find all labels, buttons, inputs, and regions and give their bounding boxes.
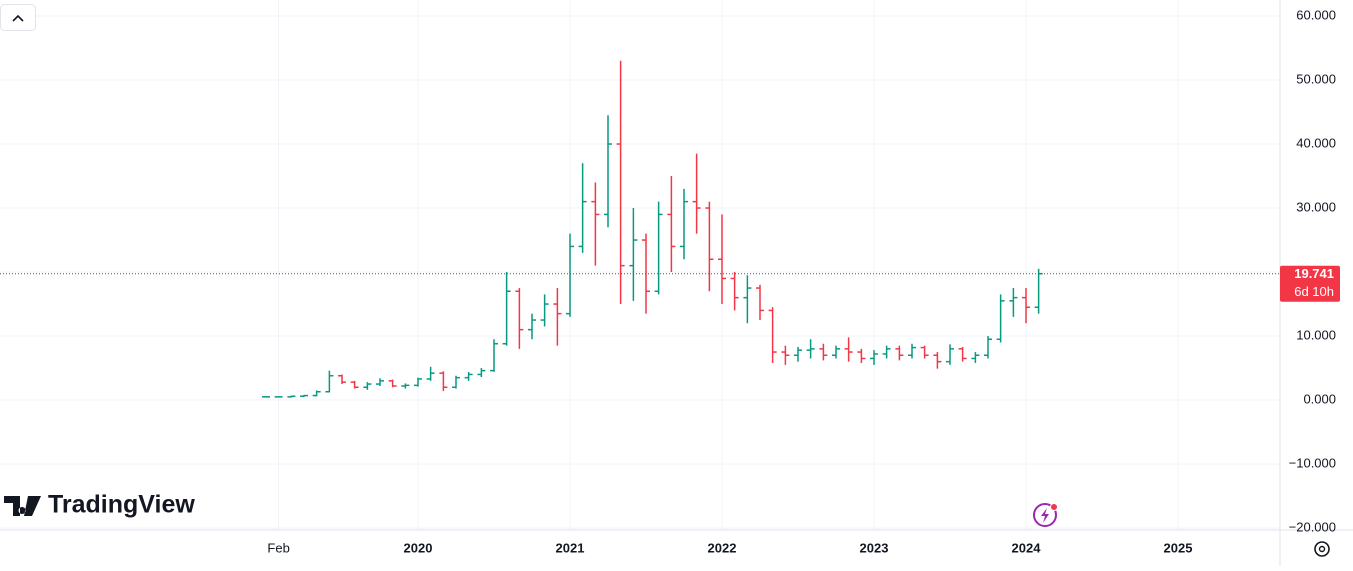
gear-outer[interactable] <box>1314 541 1330 557</box>
y-tick-label: 0.000 <box>1303 391 1336 406</box>
settings-button[interactable] <box>1314 541 1330 557</box>
countdown-label: 6d 10h <box>1294 284 1334 299</box>
flash-ring[interactable] <box>1033 503 1057 527</box>
x-tick-label: 2020 <box>404 540 433 555</box>
bars <box>262 60 1043 398</box>
collapse-button[interactable] <box>0 4 36 31</box>
logo-text: TradingView <box>48 491 195 519</box>
button-frame[interactable] <box>0 4 36 31</box>
logo-icon <box>4 496 41 516</box>
last-price-box <box>1280 265 1340 302</box>
x-tick-label: 2023 <box>860 540 889 555</box>
y-tick-label: 10.000 <box>1296 327 1336 342</box>
caret-icon <box>12 14 24 22</box>
y-tick-label: 50.000 <box>1296 71 1336 86</box>
flash-icon[interactable] <box>1033 503 1058 527</box>
x-tick-label: Feb <box>267 540 289 555</box>
y-tick-label: −20.000 <box>1289 520 1336 535</box>
x-tick-label: 2021 <box>556 540 585 555</box>
x-tick-label: 2024 <box>1012 540 1042 555</box>
last-price-label: 19.741 <box>1294 266 1334 281</box>
logo: TradingView <box>4 491 195 519</box>
grid <box>0 0 1280 530</box>
y-tick-label: 30.000 <box>1296 199 1336 214</box>
gear-inner <box>1318 545 1326 553</box>
flash-bolt <box>1041 508 1049 523</box>
flash-dot <box>1050 503 1058 511</box>
x-tick-label: 2025 <box>1164 540 1193 555</box>
y-tick-label: 60.000 <box>1296 7 1336 22</box>
y-tick-label: −10.000 <box>1289 456 1336 471</box>
x-tick-label: 2022 <box>708 540 737 555</box>
y-tick-label: 40.000 <box>1296 135 1336 150</box>
